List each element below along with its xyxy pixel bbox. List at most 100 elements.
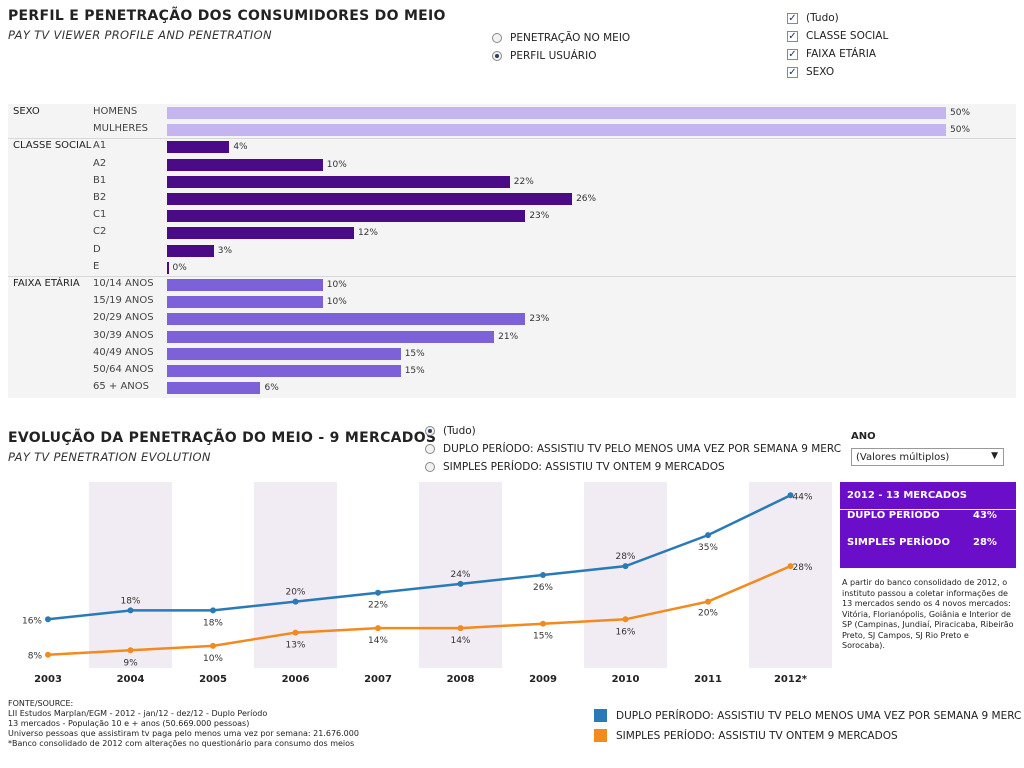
radio-simples-periodo[interactable]: SIMPLES PERÍODO: ASSISTIU TV ONTEM 9 MER… — [425, 461, 725, 473]
bar[interactable] — [167, 175, 510, 188]
data-point[interactable] — [705, 598, 711, 605]
radio-perfil[interactable]: PERFIL USUÁRIO — [492, 50, 596, 62]
bar-value-label: 10% — [326, 280, 347, 290]
data-point[interactable] — [787, 492, 794, 499]
bar[interactable] — [167, 193, 573, 205]
bar[interactable] — [167, 210, 526, 223]
data-point[interactable] — [210, 642, 216, 649]
point-value-label: 28% — [615, 552, 635, 562]
category-label: 65 + ANOS — [93, 381, 150, 393]
x-tick-label: 2005 — [199, 674, 227, 685]
legend-item-simples[interactable]: SIMPLES PERÍODO: ASSISTIU TV ONTEM 9 MER… — [594, 729, 898, 742]
footer-line: FONTE/SOURCE: — [8, 699, 74, 708]
category-label: 40/49 ANOS — [93, 346, 154, 358]
checkbox-faixa-etaria[interactable]: ✓ FAIXA ETÁRIA — [787, 48, 876, 60]
data-point[interactable] — [292, 598, 299, 605]
checkbox-classe-social[interactable]: ✓ CLASSE SOCIAL — [787, 30, 888, 42]
bar[interactable] — [167, 244, 214, 257]
radio-label: SIMPLES PERÍODO: ASSISTIU TV ONTEM 9 MER… — [443, 461, 725, 473]
data-point[interactable] — [457, 625, 464, 632]
footer-line: *Banco consolidado de 2012 com alteraçõe… — [8, 739, 355, 748]
year-filter-label: ANO — [851, 431, 876, 442]
radio-button[interactable] — [425, 444, 435, 454]
category-label: B1 — [93, 174, 107, 186]
bar[interactable] — [167, 124, 946, 137]
data-point[interactable] — [457, 580, 464, 587]
source-footer: FONTE/SOURCE: LII Estudos Marplan/EGM - … — [8, 699, 359, 749]
bar[interactable] — [167, 296, 323, 309]
year-band — [89, 482, 172, 668]
stat-simples-label: SIMPLES PERÍODO — [847, 537, 950, 548]
radio-button[interactable] — [492, 33, 502, 43]
chevron-down-icon: ▼ — [991, 451, 998, 461]
bar[interactable] — [167, 261, 169, 274]
profile-subtitle: PAY TV VIEWER PROFILE AND PENETRATION — [8, 28, 272, 42]
category-label: C2 — [93, 226, 107, 238]
radio-tudo[interactable]: (Tudo) — [425, 425, 476, 437]
stat-box-2012: 2012 - 13 MERCADOS DUPLO PERÍODO 43% SIM… — [840, 482, 1016, 568]
category-label: E — [93, 260, 100, 272]
checkbox-label: (Tudo) — [806, 12, 839, 24]
data-point[interactable] — [705, 532, 711, 539]
data-point[interactable] — [127, 647, 134, 654]
group-label: FAIXA ETÁRIA — [13, 278, 80, 289]
bar[interactable] — [167, 313, 526, 326]
checkbox-tudo[interactable]: ✓ (Tudo) — [787, 12, 839, 24]
data-point[interactable] — [45, 651, 51, 658]
group-label: CLASSE SOCIAL — [13, 140, 92, 152]
stat-simples-value: 28% — [973, 537, 997, 548]
data-point[interactable] — [292, 629, 299, 636]
data-point[interactable] — [127, 607, 134, 614]
checkbox-checked-icon[interactable]: ✓ — [787, 12, 798, 24]
radio-penetracao[interactable]: PENETRAÇÃO NO MEIO — [492, 32, 630, 44]
group-separator — [8, 276, 1016, 277]
category-label: A2 — [93, 157, 107, 169]
checkbox-checked-icon[interactable]: ✓ — [787, 30, 798, 42]
data-point[interactable] — [375, 589, 381, 596]
year-filter-dropdown[interactable]: (Valores múltiplos) ▼ — [851, 448, 1004, 466]
data-point[interactable] — [210, 607, 216, 614]
bar[interactable] — [167, 347, 401, 360]
series-line[interactable] — [47, 494, 792, 621]
radio-button[interactable] — [425, 462, 435, 472]
x-tick-label: 2012* — [774, 674, 808, 685]
bar[interactable] — [167, 330, 495, 343]
radio-button[interactable] — [425, 426, 435, 436]
data-point[interactable] — [622, 563, 629, 570]
point-value-label: 20% — [698, 609, 718, 619]
bar[interactable] — [167, 365, 401, 377]
bar[interactable] — [167, 107, 946, 119]
radio-button[interactable] — [492, 51, 502, 61]
bar-value-label: 12% — [357, 228, 378, 239]
stat-box-title: 2012 - 13 MERCADOS — [847, 490, 967, 501]
data-point[interactable] — [45, 616, 51, 623]
data-point[interactable] — [787, 563, 794, 570]
point-value-label: 14% — [368, 636, 388, 646]
data-point[interactable] — [622, 616, 629, 623]
bar-value-label: 15% — [404, 366, 425, 376]
bar[interactable] — [167, 279, 323, 291]
legend-swatch — [594, 729, 607, 742]
series-line[interactable] — [47, 564, 791, 656]
bar[interactable] — [167, 227, 354, 240]
checkbox-checked-icon[interactable]: ✓ — [787, 66, 798, 78]
checkbox-checked-icon[interactable]: ✓ — [787, 48, 798, 60]
bar[interactable] — [167, 158, 323, 171]
bar[interactable] — [167, 141, 230, 154]
point-value-label: 28% — [793, 563, 813, 573]
evolution-subtitle: PAY TV PENETRATION EVOLUTION — [8, 450, 211, 464]
data-point[interactable] — [540, 572, 546, 578]
data-point[interactable] — [540, 620, 546, 627]
stat-box-divider — [840, 509, 1016, 510]
bar-value-label: 26% — [576, 194, 597, 204]
group-separator — [8, 138, 1016, 140]
legend-item-duplo[interactable]: DUPLO PERÍRODO: ASSISTIU TV PELO MENOS U… — [594, 709, 1021, 722]
radio-duplo-periodo[interactable]: DUPLO PERÍODO: ASSISTIU TV PELO MENOS UM… — [425, 443, 841, 455]
category-label: B2 — [93, 192, 107, 203]
point-value-label: 35% — [698, 543, 718, 553]
legend-swatch — [594, 709, 607, 722]
data-point[interactable] — [375, 625, 381, 632]
legend-label: SIMPLES PERÍODO: ASSISTIU TV ONTEM 9 MER… — [616, 729, 898, 742]
checkbox-sexo[interactable]: ✓ SEXO — [787, 66, 834, 78]
bar[interactable] — [167, 382, 261, 395]
